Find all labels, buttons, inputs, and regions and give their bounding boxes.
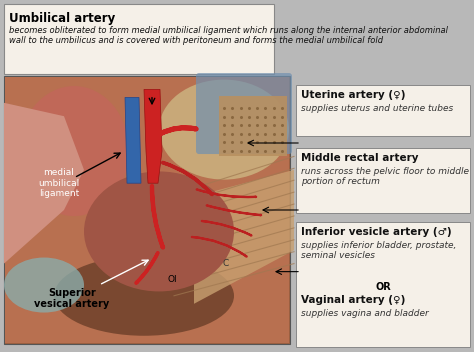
FancyBboxPatch shape bbox=[219, 96, 287, 156]
FancyBboxPatch shape bbox=[296, 222, 470, 347]
FancyArrowPatch shape bbox=[136, 253, 158, 283]
Text: Superior
vesical artery: Superior vesical artery bbox=[35, 288, 109, 309]
Text: Inferior vesicle artery (♂): Inferior vesicle artery (♂) bbox=[301, 227, 452, 237]
Polygon shape bbox=[144, 89, 162, 183]
Text: supplies inferior bladder, prostate,
seminal vesicles: supplies inferior bladder, prostate, sem… bbox=[301, 241, 456, 260]
Text: Uterine artery (♀): Uterine artery (♀) bbox=[301, 90, 405, 100]
Text: medial
umbilical
ligament: medial umbilical ligament bbox=[38, 168, 80, 198]
FancyArrowPatch shape bbox=[192, 237, 247, 257]
Polygon shape bbox=[125, 98, 141, 183]
Ellipse shape bbox=[54, 256, 234, 336]
FancyBboxPatch shape bbox=[4, 76, 290, 344]
Text: becomes obliterated to form medial umbilical ligament which runs along the inter: becomes obliterated to form medial umbil… bbox=[9, 26, 448, 45]
Text: OI: OI bbox=[167, 275, 177, 284]
Text: C: C bbox=[223, 259, 229, 268]
FancyArrowPatch shape bbox=[207, 205, 261, 215]
FancyBboxPatch shape bbox=[296, 148, 470, 213]
FancyBboxPatch shape bbox=[4, 4, 274, 74]
FancyBboxPatch shape bbox=[5, 77, 289, 343]
FancyBboxPatch shape bbox=[296, 85, 470, 136]
Text: supplies vagina and bladder: supplies vagina and bladder bbox=[301, 309, 429, 318]
FancyArrowPatch shape bbox=[163, 162, 212, 195]
Text: Umbilical artery: Umbilical artery bbox=[9, 12, 115, 25]
Text: runs across the pelvic floor to middle
portion of rectum: runs across the pelvic floor to middle p… bbox=[301, 167, 469, 187]
Polygon shape bbox=[4, 103, 84, 264]
Text: Middle rectal artery: Middle rectal artery bbox=[301, 153, 419, 163]
Ellipse shape bbox=[4, 258, 84, 313]
FancyArrowPatch shape bbox=[202, 221, 252, 235]
Ellipse shape bbox=[159, 80, 289, 180]
Ellipse shape bbox=[19, 86, 129, 216]
FancyArrowPatch shape bbox=[197, 189, 256, 197]
Ellipse shape bbox=[84, 171, 234, 291]
FancyBboxPatch shape bbox=[196, 73, 292, 154]
Text: Vaginal artery (♀): Vaginal artery (♀) bbox=[301, 295, 405, 305]
Text: OR: OR bbox=[375, 282, 391, 292]
Text: supplies uterus and uterine tubes: supplies uterus and uterine tubes bbox=[301, 104, 453, 113]
Polygon shape bbox=[194, 170, 294, 304]
FancyArrowPatch shape bbox=[152, 186, 163, 247]
FancyArrowPatch shape bbox=[160, 128, 196, 134]
